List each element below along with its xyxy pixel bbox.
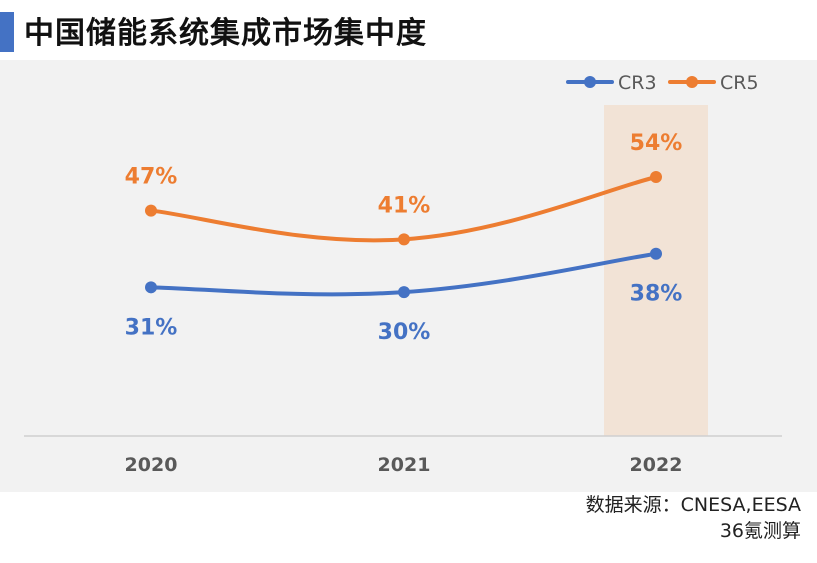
source-line-1: 数据来源：CNESA,EESA bbox=[585, 494, 801, 516]
data-label-cr5-2022: 54% bbox=[630, 131, 683, 156]
line-chart: 2020 2021 2022 31% 30% 38% 47% 41% 54% CR3 CR5 bbox=[24, 72, 782, 476]
data-label-cr3-2022: 38% bbox=[630, 282, 683, 307]
data-point-cr5-2020 bbox=[145, 204, 157, 217]
data-label-cr5-2020: 47% bbox=[125, 165, 178, 190]
data-label-cr5-2021: 41% bbox=[378, 193, 431, 218]
data-point-cr3-2021 bbox=[398, 286, 410, 299]
legend-marker-cr5 bbox=[686, 76, 698, 88]
data-label-cr3-2020: 31% bbox=[125, 315, 178, 340]
data-point-cr3-2022 bbox=[650, 247, 662, 260]
x-tick-label-2022: 2022 bbox=[630, 454, 683, 476]
chart-title: 中国储能系统集成市场集中度 bbox=[24, 16, 427, 51]
data-point-cr3-2020 bbox=[145, 281, 157, 294]
data-point-cr5-2022 bbox=[650, 171, 662, 183]
chart-area: 2020 2021 2022 31% 30% 38% 47% 41% 54% CR3 CR5 bbox=[0, 60, 817, 492]
legend-marker-cr3 bbox=[584, 76, 596, 88]
title-accent-bar bbox=[0, 12, 14, 52]
source-line-2: 36氪测算 bbox=[719, 520, 801, 542]
highlight-column-2022 bbox=[604, 105, 708, 436]
x-tick-label-2021: 2021 bbox=[378, 454, 431, 476]
legend-label-cr5: CR5 bbox=[720, 72, 759, 94]
source-note: 数据来源：CNESA,EESA 36氪测算 bbox=[586, 492, 801, 544]
data-label-cr3-2021: 30% bbox=[378, 320, 431, 345]
data-point-cr5-2021 bbox=[398, 233, 410, 246]
x-tick-label-2020: 2020 bbox=[125, 454, 178, 476]
legend-label-cr3: CR3 bbox=[618, 72, 657, 94]
